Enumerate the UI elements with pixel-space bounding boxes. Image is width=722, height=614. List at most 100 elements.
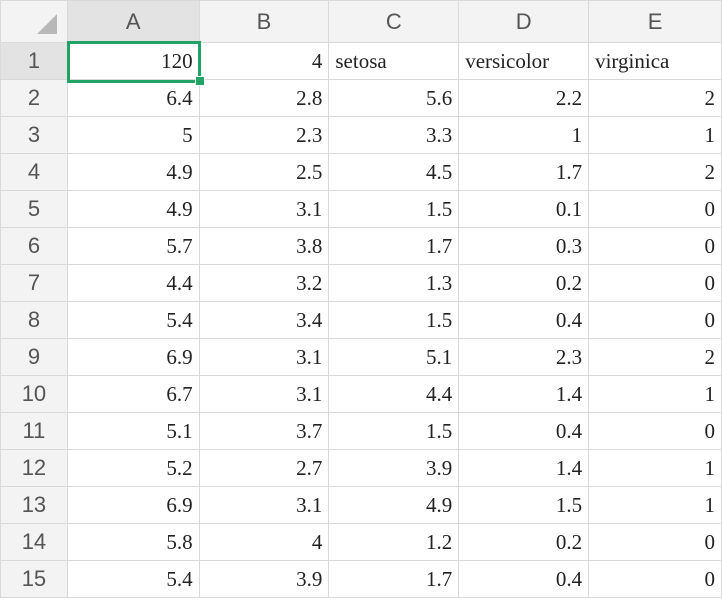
row-header[interactable]: 15: [0, 560, 68, 598]
cell[interactable]: 1.5: [458, 486, 590, 524]
cell[interactable]: 0.4: [458, 560, 590, 598]
cell[interactable]: 5.1: [66, 412, 200, 450]
cell[interactable]: 1: [588, 116, 722, 154]
cell[interactable]: 5.2: [66, 449, 200, 487]
cell[interactable]: 0.2: [458, 523, 590, 561]
cell[interactable]: 1: [588, 486, 722, 524]
cell[interactable]: 1: [588, 449, 722, 487]
row-header[interactable]: 1: [0, 42, 68, 80]
cell[interactable]: 4: [198, 523, 330, 561]
cell[interactable]: 1.2: [328, 523, 460, 561]
cell[interactable]: 1.5: [328, 412, 460, 450]
cell[interactable]: 0: [588, 227, 722, 265]
row-header[interactable]: 11: [0, 412, 68, 450]
cell[interactable]: 3.7: [198, 412, 330, 450]
cell[interactable]: 3.1: [198, 190, 330, 228]
column-header-d[interactable]: D: [458, 0, 590, 43]
cell[interactable]: 6.7: [66, 375, 200, 413]
row-header[interactable]: 4: [0, 153, 68, 191]
cell[interactable]: 0: [588, 560, 722, 598]
table-row: 9 6.9 3.1 5.1 2.3 2: [0, 338, 722, 376]
cell[interactable]: 5.1: [328, 338, 460, 376]
cell[interactable]: 4.4: [328, 375, 460, 413]
cell[interactable]: 0: [588, 523, 722, 561]
cell[interactable]: 0: [588, 412, 722, 450]
cell[interactable]: 5: [66, 116, 200, 154]
cell[interactable]: 5.4: [66, 560, 200, 598]
row-header[interactable]: 8: [0, 301, 68, 339]
cell[interactable]: 2.3: [198, 116, 330, 154]
cell[interactable]: 3.4: [198, 301, 330, 339]
cell[interactable]: 5.7: [66, 227, 200, 265]
cell-b1[interactable]: 4: [198, 42, 330, 80]
cell[interactable]: 0: [588, 301, 722, 339]
cell[interactable]: 4.9: [328, 486, 460, 524]
cell[interactable]: 2.5: [198, 153, 330, 191]
cell[interactable]: 3.9: [328, 449, 460, 487]
row-header[interactable]: 9: [0, 338, 68, 376]
cell[interactable]: 4.9: [66, 190, 200, 228]
row-header[interactable]: 7: [0, 264, 68, 302]
cell-e1[interactable]: virginica: [588, 42, 722, 80]
row-header[interactable]: 5: [0, 190, 68, 228]
row-header[interactable]: 6: [0, 227, 68, 265]
cell[interactable]: 1.7: [458, 153, 590, 191]
cell[interactable]: 0: [588, 190, 722, 228]
row-header[interactable]: 10: [0, 375, 68, 413]
cell[interactable]: 2: [588, 338, 722, 376]
cell[interactable]: 2.7: [198, 449, 330, 487]
cell[interactable]: 3.2: [198, 264, 330, 302]
cell[interactable]: 4.5: [328, 153, 460, 191]
cell[interactable]: 0.1: [458, 190, 590, 228]
cell[interactable]: 3.1: [198, 486, 330, 524]
table-row: 5 4.9 3.1 1.5 0.1 0: [0, 190, 722, 228]
cell[interactable]: 2: [588, 79, 722, 117]
cell[interactable]: 1.7: [328, 227, 460, 265]
fill-handle[interactable]: [195, 76, 205, 86]
cell[interactable]: 5.6: [328, 79, 460, 117]
row-header[interactable]: 12: [0, 449, 68, 487]
cell[interactable]: 4.9: [66, 153, 200, 191]
cell[interactable]: 3.3: [328, 116, 460, 154]
cell[interactable]: 6.4: [66, 79, 200, 117]
row-header[interactable]: 13: [0, 486, 68, 524]
column-header-b[interactable]: B: [198, 0, 330, 43]
cell[interactable]: 1: [458, 116, 590, 154]
cell[interactable]: 3.8: [198, 227, 330, 265]
cell[interactable]: 4.4: [66, 264, 200, 302]
cell[interactable]: 2.3: [458, 338, 590, 376]
cell[interactable]: 1.3: [328, 264, 460, 302]
cell[interactable]: 5.8: [66, 523, 200, 561]
cell[interactable]: 0.4: [458, 412, 590, 450]
cell[interactable]: 0.3: [458, 227, 590, 265]
cell[interactable]: 3.1: [198, 338, 330, 376]
cell[interactable]: 1.5: [328, 190, 460, 228]
cell[interactable]: 3.9: [198, 560, 330, 598]
cell[interactable]: 2: [588, 153, 722, 191]
row-header[interactable]: 2: [0, 79, 68, 117]
cell[interactable]: 0.4: [458, 301, 590, 339]
column-header-c[interactable]: C: [328, 0, 460, 43]
row-header[interactable]: 14: [0, 523, 68, 561]
cell[interactable]: 3.1: [198, 375, 330, 413]
cell[interactable]: 0.2: [458, 264, 590, 302]
cell-d1[interactable]: versicolor: [458, 42, 590, 80]
cell-a1[interactable]: 120: [66, 42, 200, 80]
cell[interactable]: 1.4: [458, 375, 590, 413]
cell[interactable]: 2.2: [458, 79, 590, 117]
cell-c1[interactable]: setosa: [328, 42, 460, 80]
row-header[interactable]: 3: [0, 116, 68, 154]
cell[interactable]: 6.9: [66, 338, 200, 376]
cell[interactable]: 1.7: [328, 560, 460, 598]
column-header-a[interactable]: A: [66, 0, 200, 43]
cell[interactable]: 6.9: [66, 486, 200, 524]
column-header-e[interactable]: E: [588, 0, 722, 43]
cell[interactable]: 5.4: [66, 301, 200, 339]
cell[interactable]: 1.4: [458, 449, 590, 487]
cell[interactable]: 2.8: [198, 79, 330, 117]
cell[interactable]: 1.5: [328, 301, 460, 339]
select-all-corner[interactable]: [0, 0, 68, 43]
cell[interactable]: 1: [588, 375, 722, 413]
cell[interactable]: 0: [588, 264, 722, 302]
